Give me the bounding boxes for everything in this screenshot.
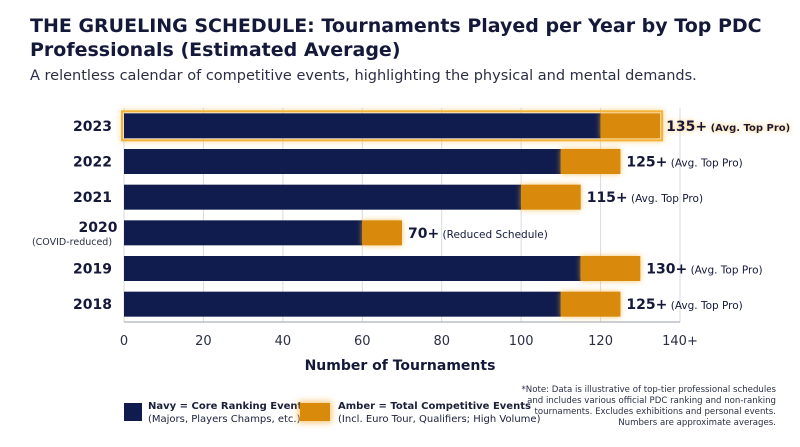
- data-label-2020: 70+ (Reduced Schedule): [408, 226, 548, 242]
- grid-lines: [123, 108, 681, 323]
- x-tick-label: 20: [195, 334, 212, 349]
- data-label-2019: 130+ (Avg. Top Pro): [646, 262, 762, 278]
- legend-label-navy: Navy = Core Ranking Events: [148, 401, 309, 412]
- data-label-2023: 135+ (Avg. Top Pro): [666, 119, 790, 135]
- y-tick-label: 2020: [79, 220, 118, 236]
- x-tick-label: 40: [275, 334, 292, 349]
- legend-detail-amber: (Incl. Euro Tour, Qualifiers; High Volum…: [338, 414, 541, 425]
- y-tick-label: 2021: [73, 190, 112, 206]
- data-label-2018: 125+ (Avg. Top Pro): [626, 297, 742, 313]
- bar-extra-2020: [362, 220, 402, 246]
- legend-swatch-navy: [124, 403, 142, 421]
- legend-swatch-amber: [300, 403, 330, 421]
- y-tick-sublabel: (COVID-reduced): [32, 237, 112, 248]
- x-tick-label: 0: [120, 334, 128, 349]
- bar-core-2023: [124, 113, 601, 139]
- highlight-outline: [121, 110, 664, 142]
- x-tick-label: 100: [509, 334, 534, 349]
- chart-title: THE GRUELING SCHEDULE: Tournaments Playe…: [30, 15, 762, 61]
- footnote: *Note: Data is illustrative of top-tier …: [521, 385, 776, 428]
- x-tick-label: 60: [354, 334, 371, 349]
- legend-label-amber: Amber = Total Competitive Events: [338, 401, 531, 412]
- data-label-2021: 115+ (Avg. Top Pro): [587, 190, 703, 206]
- y-tick-label: 2022: [73, 155, 112, 171]
- bar-extra-2018: [560, 291, 621, 317]
- data-label-2022: 125+ (Avg. Top Pro): [626, 155, 742, 171]
- y-tick-label: 2019: [73, 262, 112, 278]
- legend-detail-navy: (Majors, Players Champs, etc.): [148, 414, 301, 425]
- bar-core-2020: [124, 220, 363, 246]
- bar-extra-2019: [580, 256, 641, 281]
- bar-core-2019: [124, 256, 581, 281]
- y-tick-label: 2018: [73, 297, 112, 313]
- x-tick-label: 140+: [662, 334, 698, 349]
- y-axis-labels: 2023 2022 2021 2020(COVID-reduced) 2019 2018: [32, 119, 118, 313]
- bar-extra-2022: [560, 149, 621, 174]
- bar-core-2021: [124, 184, 522, 210]
- bar-core-2022: [124, 149, 561, 174]
- x-tick-label: 120: [588, 334, 613, 349]
- bar-extra-2021: [521, 184, 581, 210]
- y-tick-label: 2023: [73, 119, 112, 135]
- bars-layer: 135+ (Avg. Top Pro) 125+ (Avg. Top Pro) 11…: [121, 110, 790, 317]
- x-axis-label: Number of Tournaments: [305, 358, 496, 374]
- chart-subtitle: A relentless calendar of competitive eve…: [30, 68, 697, 84]
- bar-extra-2023: [600, 113, 661, 139]
- bar-core-2018: [124, 291, 561, 317]
- x-tick-label: 80: [433, 334, 450, 349]
- x-axis-ticks: 0 20 40 60 80 100 120 140+: [120, 334, 698, 349]
